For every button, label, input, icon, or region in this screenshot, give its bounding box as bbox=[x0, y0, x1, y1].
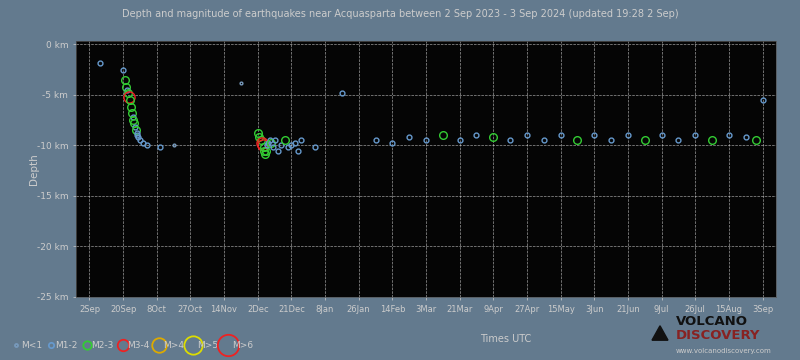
Legend: M<1, M1-2, M2-3, M3-4, M>4, M>5, M>6: M<1, M1-2, M2-3, M3-4, M>4, M>5, M>6 bbox=[13, 337, 257, 354]
Y-axis label: Depth: Depth bbox=[29, 153, 39, 185]
Text: www.volcanodiscovery.com: www.volcanodiscovery.com bbox=[676, 347, 772, 354]
Text: DISCOVERY: DISCOVERY bbox=[676, 329, 761, 342]
Text: Depth and magnitude of earthquakes near Acquasparta between 2 Sep 2023 - 3 Sep 2: Depth and magnitude of earthquakes near … bbox=[122, 9, 678, 19]
Text: Times UTC: Times UTC bbox=[480, 334, 531, 344]
Text: VOLCANO: VOLCANO bbox=[676, 315, 748, 328]
